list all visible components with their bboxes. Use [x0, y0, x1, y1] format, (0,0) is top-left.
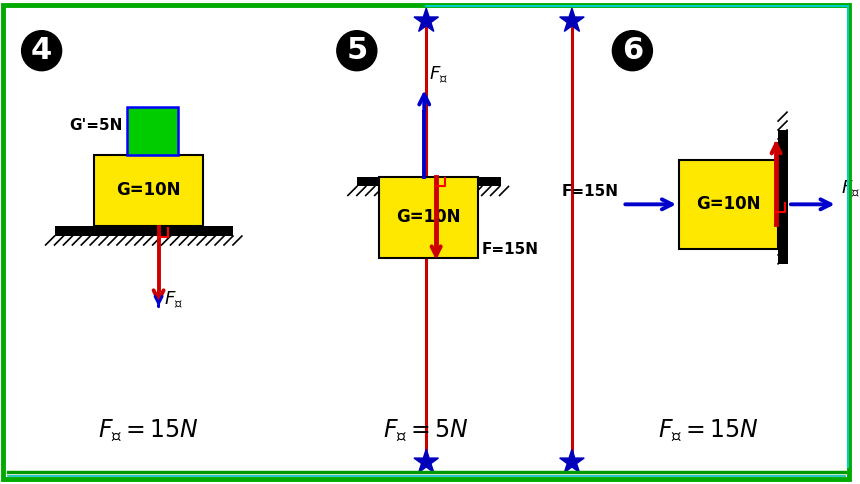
Text: G=10N: G=10N	[116, 182, 181, 199]
Text: 4: 4	[31, 36, 52, 65]
Text: $F_{压}=15N$: $F_{压}=15N$	[98, 418, 199, 443]
Bar	[94, 155, 203, 226]
Bar	[778, 130, 788, 264]
Polygon shape	[560, 8, 584, 31]
Polygon shape	[560, 449, 584, 472]
Text: $F_{压}$: $F_{压}$	[163, 289, 182, 310]
Polygon shape	[414, 8, 439, 31]
Text: $F_{压}$: $F_{压}$	[840, 179, 859, 199]
Text: 5: 5	[347, 36, 367, 65]
Text: F=15N: F=15N	[482, 242, 538, 257]
Text: $F_{压}=15N$: $F_{压}=15N$	[659, 418, 759, 443]
Text: 6: 6	[622, 36, 643, 65]
Bar	[679, 160, 778, 249]
Text: G=10N: G=10N	[396, 208, 460, 226]
Bar	[357, 177, 501, 186]
Polygon shape	[414, 449, 439, 472]
Bar	[127, 107, 178, 155]
Text: $F_{压}$: $F_{压}$	[429, 65, 448, 85]
Bar	[378, 177, 478, 258]
Text: G=10N: G=10N	[697, 196, 761, 213]
Text: F=15N: F=15N	[562, 184, 618, 199]
Bar	[54, 226, 233, 236]
Text: $F_{压}=5N$: $F_{压}=5N$	[384, 418, 469, 443]
Text: G'=5N: G'=5N	[70, 118, 123, 133]
